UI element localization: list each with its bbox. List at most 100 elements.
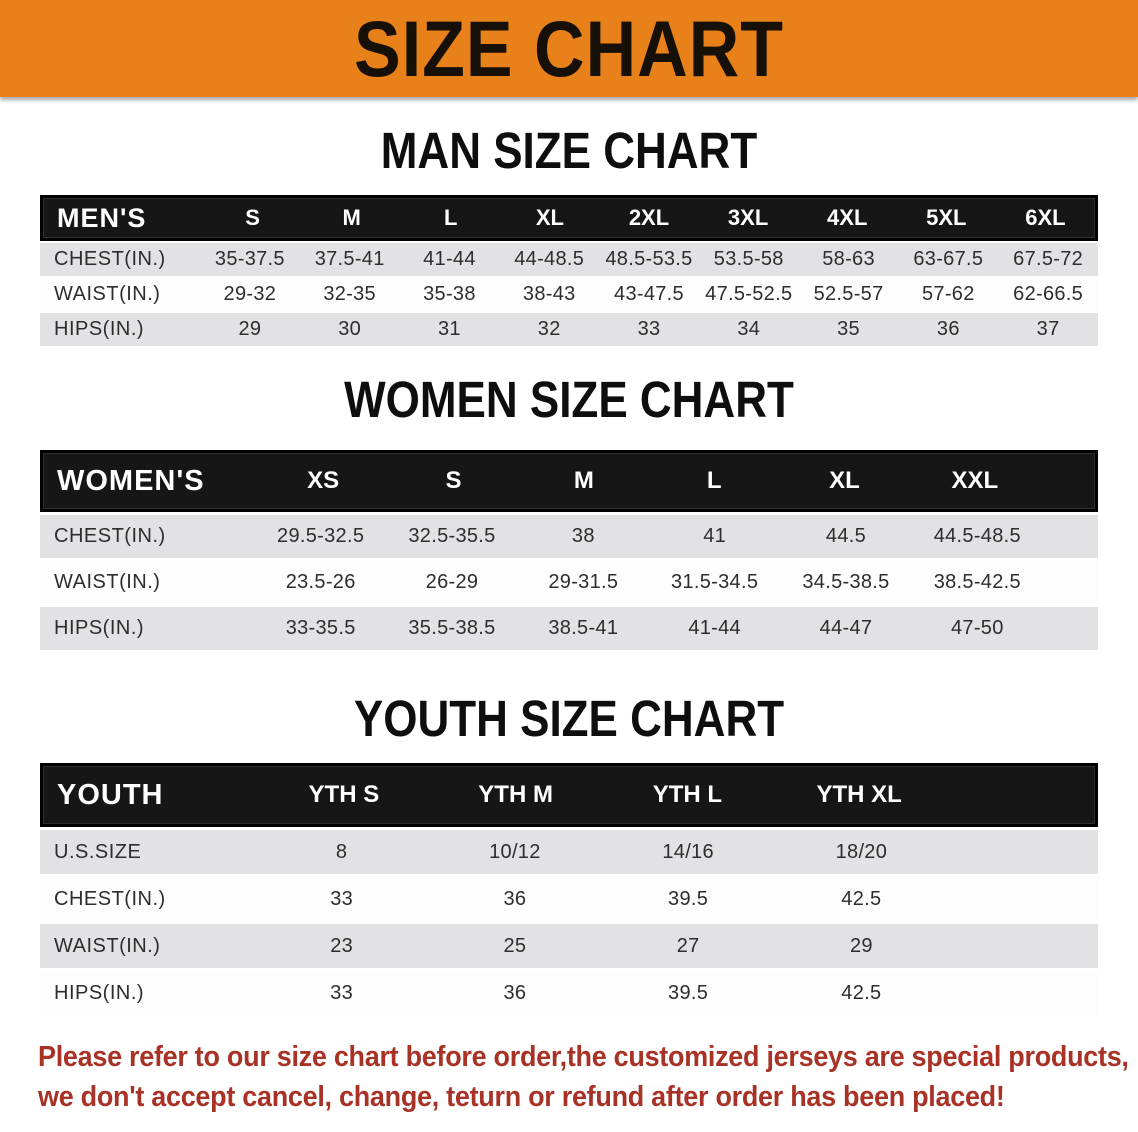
table-cell: 25 [503,934,527,957]
table-cell: 33-35.5 [285,617,356,639]
table-cell: 44.5-48.5 [933,525,1021,547]
womens-col-xs: XS [307,467,340,494]
row-label-waist: WAIST(IN.) [54,571,161,593]
womens-col-xxl: XXL [951,467,999,494]
row-label-chest: CHEST(IN.) [54,887,166,910]
table-cell: 23.5-26 [285,571,356,593]
mens-col-l: L [444,205,458,230]
table-cell: 44-48.5 [514,248,585,270]
table-cell: 37.5-41 [314,248,385,270]
table-cell: 53.5-58 [713,248,784,270]
row-label-chest: CHEST(IN.) [54,248,166,270]
table-cell: 36 [936,318,960,340]
youth-waist-row: WAIST(IN.) 23 25 27 29 [40,924,1098,968]
table-cell: 63-67.5 [913,248,984,270]
table-cell: 43-47.5 [614,283,684,305]
table-cell: 44.5 [825,525,867,547]
table-cell: 26-29 [425,571,479,593]
table-cell: 57-62 [922,283,975,305]
table-cell: 44-47 [819,617,873,639]
table-cell: 27 [676,934,700,957]
table-cell: 41-44 [423,248,476,270]
table-cell: 34 [737,318,761,340]
table-cell: 38.5-41 [548,617,619,639]
banner-title: SIZE CHART [354,4,784,93]
youth-col-xl: YTH XL [816,781,902,808]
table-cell: 48.5-53.5 [605,248,693,270]
row-label-waist: WAIST(IN.) [54,934,161,957]
youth-size-chart-heading-text: YOUTH SIZE CHART [353,691,785,748]
womens-col-xl: XL [829,467,860,494]
table-cell: 33 [330,981,354,1004]
table-cell: 29.5-32.5 [277,525,365,547]
youth-col-l: YTH L [652,781,723,808]
table-cell: 31.5-34.5 [671,571,759,593]
mens-waist-row: WAIST(IN.) 29-32 32-35 35-38 38-43 43-47… [40,278,1098,311]
mens-col-4xl: 4XL [827,205,868,230]
table-cell: 32 [537,318,561,340]
table-cell: 36 [503,981,527,1004]
mens-table-group-label: MEN'S [57,202,147,233]
table-cell: 42.5 [841,981,882,1004]
table-cell: 36 [503,887,527,910]
table-cell: 30 [338,318,362,340]
table-cell: 38.5-42.5 [933,571,1021,593]
table-cell: 41 [703,525,727,547]
mens-col-m: M [342,205,361,230]
youth-col-m: YTH M [478,781,553,808]
table-cell: 58-63 [822,248,875,270]
table-cell: 47.5-52.5 [705,283,793,305]
mens-table-header-row: MEN'S S M L XL 2XL 3XL 4XL 5XL 6XL [40,195,1098,241]
mens-chest-row: CHEST(IN.) 35-37.5 37.5-41 41-44 44-48.5… [40,243,1098,276]
womens-size-table: WOMEN'S XS S M L XL XXL CHEST(IN.) 29.5-… [40,450,1098,650]
womens-col-s: S [445,467,462,494]
womens-hips-row: HIPS(IN.) 33-35.5 35.5-38.5 38.5-41 41-4… [40,607,1098,650]
row-label-hips: HIPS(IN.) [54,981,145,1004]
table-cell: 29-31.5 [548,571,619,593]
table-cell: 33 [637,318,661,340]
table-cell: 31 [438,318,461,340]
table-cell: 32.5-35.5 [408,525,496,547]
table-cell: 42.5 [841,887,882,910]
table-cell: 35.5-38.5 [408,617,496,639]
table-cell: 29 [849,934,873,957]
mens-col-2xl: 2XL [628,205,670,230]
man-size-chart-heading: MAN SIZE CHART [0,123,1138,179]
row-label-hips: HIPS(IN.) [54,617,145,639]
table-cell: 29 [238,318,262,340]
youth-size-table: YOUTH YTH S YTH M YTH L YTH XL U.S.SIZE … [40,763,1098,1015]
table-cell: 35 [837,318,860,340]
table-cell: 38 [571,525,595,547]
womens-table-group-label: WOMEN'S [57,464,205,497]
table-cell: 18/20 [835,840,888,863]
table-cell: 14/16 [662,840,714,863]
table-cell: 10/12 [489,840,541,863]
youth-chest-row: CHEST(IN.) 33 36 39.5 42.5 [40,877,1098,921]
row-label-ussize: U.S.SIZE [54,840,142,863]
womens-col-l: L [706,467,722,494]
table-cell: 52.5-57 [813,283,884,305]
womens-col-m: M [573,467,594,494]
youth-col-s: YTH S [308,781,380,808]
table-cell: 23 [330,934,354,957]
womens-waist-row: WAIST(IN.) 23.5-26 26-29 29-31.5 31.5-34… [40,561,1098,604]
mens-col-5xl: 5XL [926,205,967,230]
table-cell: 29-32 [223,283,277,305]
youth-ussize-row: U.S.SIZE 8 10/12 14/16 18/20 [40,830,1098,874]
man-size-chart-heading-text: MAN SIZE CHART [380,123,758,180]
mens-col-6xl: 6XL [1025,205,1066,230]
table-cell: 35-38 [423,283,476,305]
youth-table-group-label: YOUTH [57,778,164,811]
disclaimer-line-1: Please refer to our size chart before or… [38,1041,1129,1073]
table-cell: 35-37.5 [214,248,285,270]
size-chart-banner: SIZE CHART [0,0,1138,97]
row-label-chest: CHEST(IN.) [54,525,166,547]
women-size-chart-heading: WOMEN SIZE CHART [0,372,1138,428]
table-cell: 34.5-38.5 [802,571,890,593]
table-cell: 33 [330,887,354,910]
mens-size-table: MEN'S S M L XL 2XL 3XL 4XL 5XL 6XL CHEST… [40,195,1098,346]
women-size-chart-heading-text: WOMEN SIZE CHART [344,372,794,429]
table-cell: 39.5 [668,981,709,1004]
womens-chest-row: CHEST(IN.) 29.5-32.5 32.5-35.5 38 41 44.… [40,515,1098,558]
table-cell: 32-35 [323,283,376,305]
